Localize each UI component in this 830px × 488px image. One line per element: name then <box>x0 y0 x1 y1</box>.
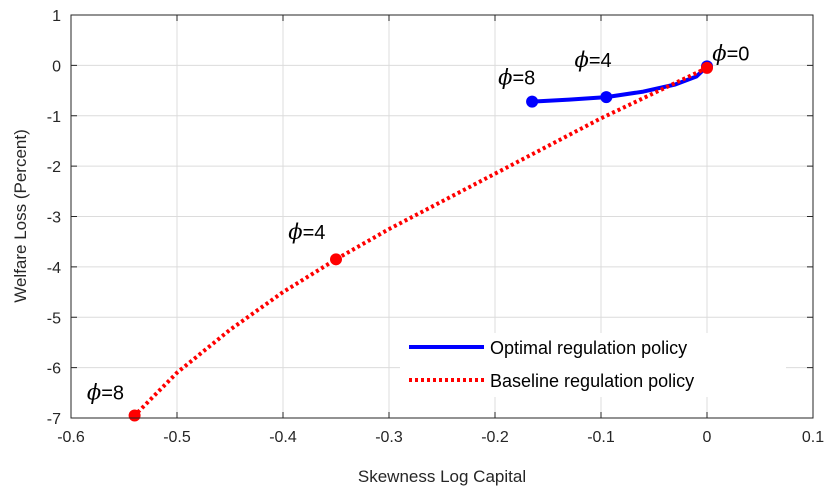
legend-label-optimal: Optimal regulation policy <box>490 338 687 358</box>
legend-box <box>400 333 786 397</box>
y-tick-label: -6 <box>47 361 61 378</box>
y-tick-label: -5 <box>47 310 61 327</box>
x-tick-label: -0.4 <box>269 429 297 446</box>
annotation-label: ϕ=8 <box>87 380 124 404</box>
y-tick-label: -4 <box>47 260 61 277</box>
x-tick-label: 0 <box>703 429 712 446</box>
x-tick-label: 0.1 <box>802 429 824 446</box>
annotation-label: ϕ=4 <box>575 48 612 72</box>
series-line-baseline <box>133 66 708 417</box>
data-point-baseline <box>128 409 141 422</box>
series-line-optimal <box>531 64 709 104</box>
annotation-value: =4 <box>589 50 612 72</box>
y-tick-label: 1 <box>52 8 61 25</box>
annotation-value: =8 <box>513 68 536 90</box>
x-axis-label: Skewness Log Capital <box>358 467 526 486</box>
annotation-symbol: ϕ <box>288 220 302 244</box>
annotation-symbol: ϕ <box>575 48 589 72</box>
x-axis-ticks: -0.6 -0.5 -0.4 -0.3 -0.2 -0.1 0 0.1 <box>57 15 824 446</box>
annotation-symbol: ϕ <box>712 41 726 65</box>
annotation-label: ϕ=0 <box>712 41 749 65</box>
annotation-symbol: ϕ <box>87 380 101 404</box>
data-point-baseline <box>330 253 342 266</box>
y-axis-ticks: 1 0 -1 -2 -3 -4 -5 -6 -7 <box>47 8 813 428</box>
annotation-value: =0 <box>727 43 750 65</box>
x-tick-label: -0.2 <box>481 429 509 446</box>
annotation-label: ϕ=4 <box>288 220 325 244</box>
x-tick-label: -0.5 <box>163 429 191 446</box>
y-axis-label: Welfare Loss (Percent) <box>11 129 30 303</box>
y-tick-label: -3 <box>47 210 61 227</box>
x-tick-label: -0.3 <box>375 429 403 446</box>
x-tick-label: -0.6 <box>57 429 85 446</box>
data-point-optimal <box>526 95 539 108</box>
data-point-optimal <box>600 91 613 104</box>
series-layer <box>128 60 713 422</box>
x-tick-label: -0.1 <box>587 429 615 446</box>
legend-label-baseline: Baseline regulation policy <box>490 371 694 391</box>
y-tick-label: 0 <box>52 58 61 75</box>
y-tick-label: -7 <box>47 411 61 428</box>
annotation-label: ϕ=8 <box>498 66 535 90</box>
annotations: ϕ=0ϕ=4ϕ=8ϕ=4ϕ=8 <box>87 41 750 404</box>
y-tick-label: -1 <box>47 109 61 126</box>
y-tick-label: -2 <box>47 159 61 176</box>
annotation-value: =8 <box>101 382 124 404</box>
annotation-value: =4 <box>303 222 326 244</box>
data-point-baseline <box>701 61 713 74</box>
legend: Optimal regulation policy Baseline regul… <box>400 333 786 397</box>
annotation-symbol: ϕ <box>498 66 512 90</box>
